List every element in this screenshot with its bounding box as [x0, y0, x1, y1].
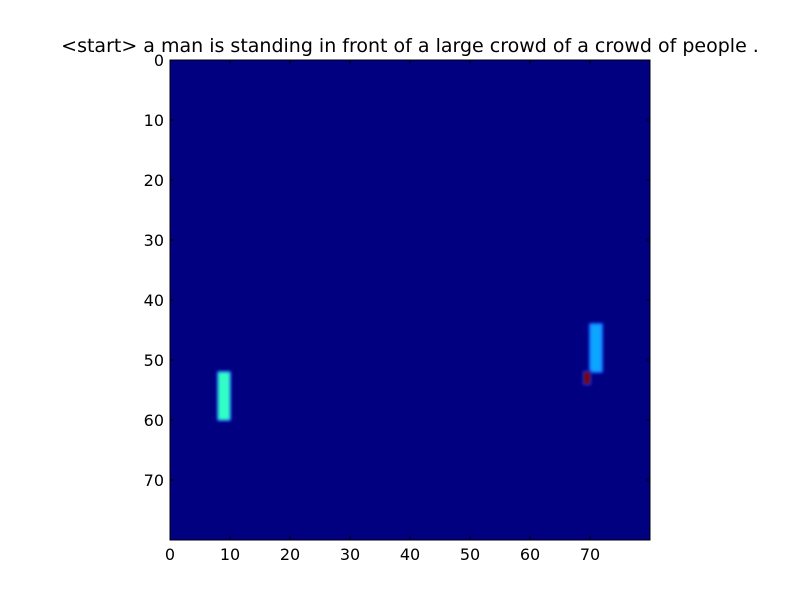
y-tick-label: 50 [144, 351, 164, 370]
x-tick-label: 20 [280, 545, 300, 564]
y-tick-label: 70 [144, 471, 164, 490]
x-tick-label: 70 [580, 545, 600, 564]
y-tick-label: 0 [154, 51, 164, 70]
y-tick-label: 40 [144, 291, 164, 310]
x-tick-label: 40 [400, 545, 420, 564]
x-tick-label: 50 [460, 545, 480, 564]
x-tick-label: 60 [520, 545, 540, 564]
x-tick-label: 30 [340, 545, 360, 564]
y-tick-label: 30 [144, 231, 164, 250]
chart-title: <start> a man is standing in front of a … [61, 35, 759, 57]
x-tick-label: 10 [220, 545, 240, 564]
heatmap-cell [218, 372, 230, 420]
heatmap-background [170, 60, 650, 540]
heatmap-cell [590, 324, 602, 372]
y-tick-label: 60 [144, 411, 164, 430]
plot-area [170, 60, 650, 540]
y-tick-label: 10 [144, 111, 164, 130]
heatmap-cell [584, 372, 590, 384]
axes: 0 10 20 30 40 50 60 70 0 10 20 30 40 50 60 70 [144, 51, 651, 564]
x-tick-label: 0 [165, 545, 175, 564]
y-tick-label: 20 [144, 171, 164, 190]
